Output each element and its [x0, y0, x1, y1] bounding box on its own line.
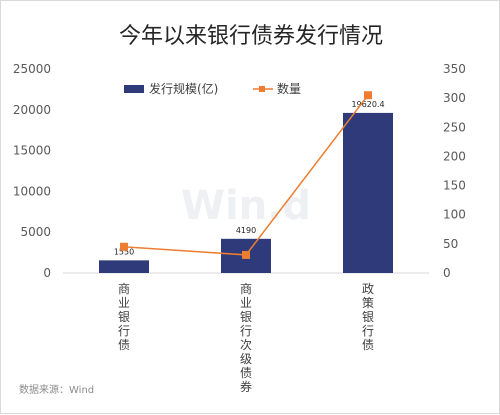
y-left-tick-label: 25000 [13, 62, 51, 76]
y-left-tick-label: 20000 [13, 103, 51, 117]
y-right-tick-label: 50 [443, 237, 458, 251]
axes: 0 5000 10000 15000 20000 25000 0 50 100 150 200 250… [13, 62, 466, 394]
y-right-tick-label: 0 [443, 266, 451, 280]
bar [99, 260, 149, 273]
source-note: 数据来源：Wind [19, 383, 94, 396]
bars: 1550 4190 19620.4 [99, 100, 393, 273]
y-left-tick-label: 10000 [13, 184, 51, 198]
y-left-tick-label: 5000 [20, 225, 51, 239]
y-left-tick-label: 0 [43, 266, 51, 280]
bar-data-label: 19620.4 [351, 100, 384, 109]
count-line [120, 91, 372, 259]
y-left-tick-label: 15000 [13, 144, 51, 158]
legend-line-marker [259, 86, 265, 92]
x-category-label: 商业银行债 [118, 281, 130, 352]
bar-data-label: 1550 [114, 247, 134, 256]
y-right-tick-label: 250 [443, 120, 466, 134]
legend: 发行规模(亿) 数量 [124, 81, 301, 96]
legend-bar-swatch [124, 85, 144, 93]
y-right-tick-label: 350 [443, 62, 466, 76]
bar-data-label: 4190 [236, 226, 256, 235]
watermark: Win.d [181, 183, 311, 229]
chart-title: 今年以来银行债券发行情况 [119, 24, 383, 49]
y-right-tick-label: 150 [443, 179, 466, 193]
count-point [364, 91, 372, 100]
legend-line-label: 数量 [277, 81, 301, 96]
count-point [242, 250, 250, 259]
y-right-tick-label: 100 [443, 208, 466, 222]
legend-bar-label: 发行规模(亿) [149, 81, 218, 96]
y-right-tick-label: 300 [443, 91, 466, 105]
x-category-label: 商业银行次级债券 [240, 281, 252, 394]
x-category-label: 政策银行债 [362, 282, 374, 352]
bar [343, 112, 393, 273]
count-point [120, 242, 128, 251]
y-right-tick-label: 200 [443, 149, 466, 163]
